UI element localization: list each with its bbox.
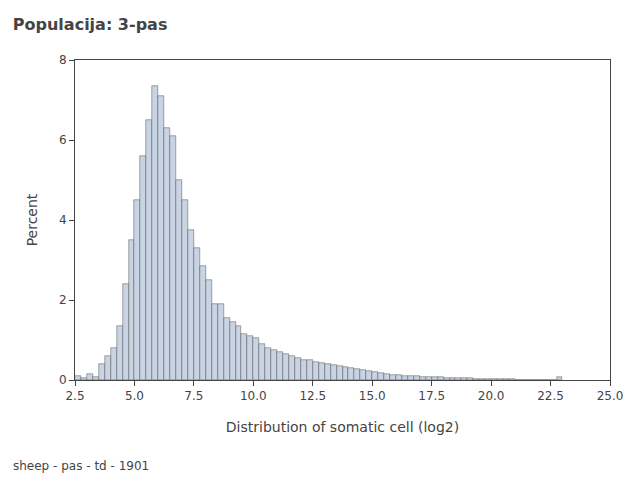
svg-text:17.5: 17.5 xyxy=(418,389,445,403)
svg-text:2.5: 2.5 xyxy=(65,389,84,403)
svg-text:Populacija: 3-pas: Populacija: 3-pas xyxy=(13,15,168,34)
svg-text:12.5: 12.5 xyxy=(299,389,326,403)
svg-text:20.0: 20.0 xyxy=(478,389,505,403)
svg-text:7.5: 7.5 xyxy=(184,389,203,403)
svg-text:6: 6 xyxy=(59,133,67,147)
svg-text:25.0: 25.0 xyxy=(597,389,624,403)
svg-text:8: 8 xyxy=(59,53,67,67)
svg-text:0: 0 xyxy=(59,373,67,387)
svg-text:2: 2 xyxy=(59,293,67,307)
svg-text:4: 4 xyxy=(59,213,67,227)
svg-text:22.5: 22.5 xyxy=(537,389,564,403)
svg-text:sheep - pas - td - 1901: sheep - pas - td - 1901 xyxy=(13,459,149,473)
svg-text:Percent: Percent xyxy=(24,193,40,246)
svg-text:5.0: 5.0 xyxy=(125,389,144,403)
svg-text:15.0: 15.0 xyxy=(359,389,386,403)
svg-text:10.0: 10.0 xyxy=(240,389,267,403)
svg-text:Distribution of somatic cell (: Distribution of somatic cell (log2) xyxy=(226,419,459,435)
